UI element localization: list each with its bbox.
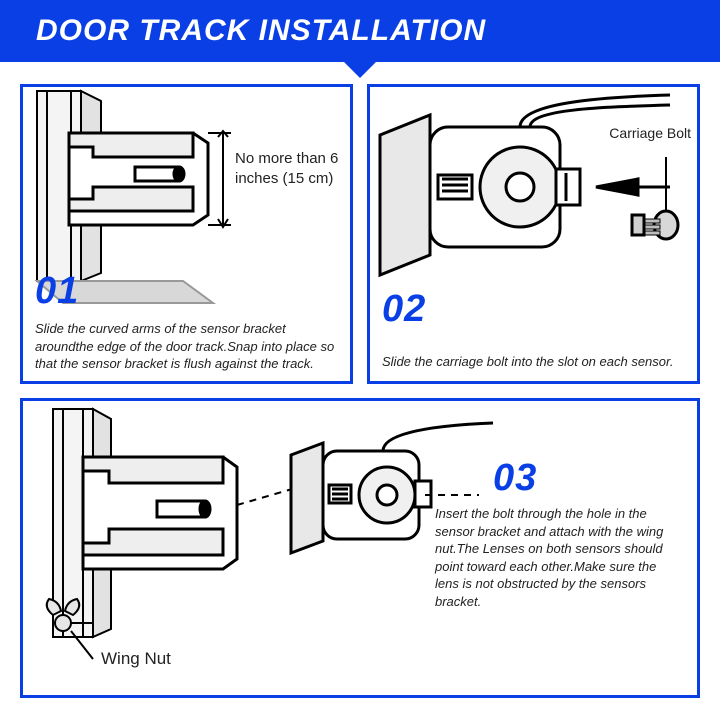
step-01-callout: No more than 6 inches (15 cm) [235, 149, 345, 188]
step-01-number: 01 [35, 270, 79, 313]
header-pointer [344, 62, 376, 78]
step-02-text: Slide the carriage bolt into the slot on… [382, 353, 685, 371]
step-02-label: Carriage Bolt [609, 125, 691, 141]
step-02-number: 02 [382, 288, 426, 331]
step-panel-02: Carriage Bolt 02 Slide the carriage bolt… [367, 84, 700, 384]
step-panel-03: Wing Nut 03 Insert the bolt through the … [20, 398, 700, 698]
step-01-text: Slide the curved arms of the sensor brac… [35, 320, 338, 373]
page-title: DOOR TRACK INSTALLATION [36, 14, 486, 48]
step-03-label: Wing Nut [101, 649, 171, 669]
step-panel-01: No more than 6 inches (15 cm) 01 Slide t… [20, 84, 353, 384]
step-03-text: Insert the bolt through the hole in the … [435, 505, 683, 610]
step-03-number: 03 [493, 457, 537, 500]
content-grid: No more than 6 inches (15 cm) 01 Slide t… [0, 78, 720, 718]
header-bar: DOOR TRACK INSTALLATION [0, 0, 720, 62]
